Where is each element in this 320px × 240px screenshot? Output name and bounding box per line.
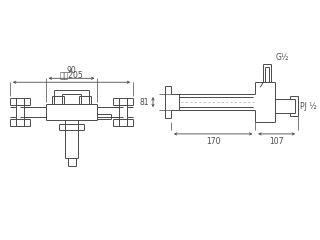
Text: 170: 170 [206,137,220,146]
Text: 最大205: 最大205 [60,70,84,79]
Text: 107: 107 [269,137,284,146]
Text: PJ ½: PJ ½ [300,102,317,111]
Text: 90: 90 [67,66,76,75]
Text: G½: G½ [275,53,289,62]
Text: 81: 81 [140,98,149,107]
